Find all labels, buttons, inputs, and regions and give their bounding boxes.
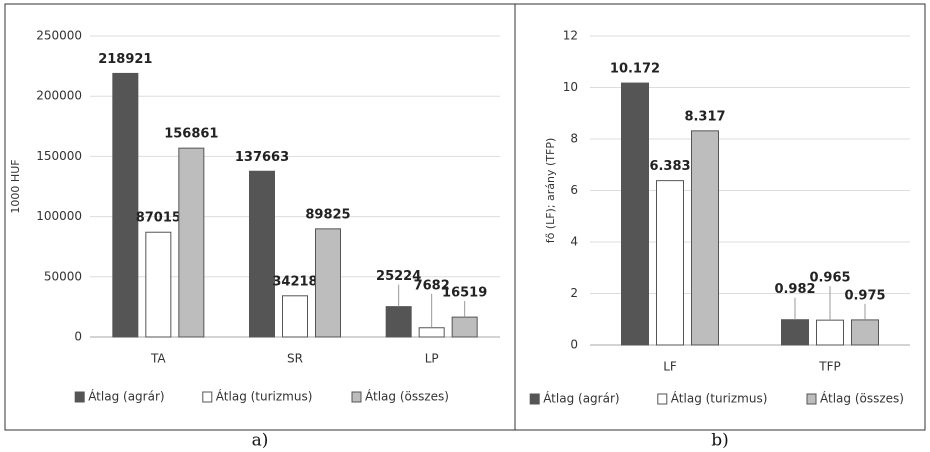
bar (851, 319, 879, 346)
legend-swatch (529, 393, 540, 405)
bar (621, 82, 649, 346)
bar (178, 147, 205, 338)
data-label: 34218 (272, 274, 317, 289)
legend-label: Átlag (agrár) (88, 389, 164, 404)
y-tick-label: 6 (570, 183, 578, 197)
legend-label: Átlag (összes) (820, 391, 904, 406)
data-label: 87015 (136, 211, 181, 226)
bar (249, 170, 275, 338)
bar (816, 319, 844, 346)
data-label: 89825 (305, 207, 350, 222)
data-label: 6.383 (649, 159, 690, 174)
bar (385, 306, 412, 338)
bar (418, 327, 445, 338)
y-tick-label: 8 (570, 132, 578, 146)
y-tick-label: 4 (570, 235, 578, 249)
data-label: 0.965 (809, 271, 850, 286)
bar (145, 231, 172, 338)
bar (691, 130, 719, 346)
legend-swatch (351, 391, 362, 403)
y-tick-label: 100000 (36, 209, 82, 223)
bar (315, 228, 341, 338)
data-label: 10.172 (610, 62, 660, 77)
legend-label: Átlag (turizmus) (671, 391, 768, 406)
bar (112, 72, 139, 338)
bar (451, 316, 478, 338)
bar (282, 295, 308, 338)
data-label: 0.982 (774, 282, 815, 297)
x-tick-label: LF (663, 360, 677, 374)
data-label: 0.975 (844, 288, 885, 303)
data-label: 156861 (164, 127, 218, 142)
bar (656, 180, 684, 346)
y-tick-label: 12 (563, 29, 578, 43)
data-label: 218921 (98, 52, 152, 67)
legend-swatch (74, 391, 85, 403)
legend-label: Átlag (agrár) (543, 391, 619, 406)
frame (4, 3, 926, 431)
y-tick-label: 0 (74, 330, 82, 344)
legend-swatch (202, 391, 213, 403)
y-axis-label: fő (LF); arány (TFP) (544, 138, 557, 244)
y-tick-label: 150000 (36, 149, 82, 163)
data-label: 7682 (414, 278, 450, 293)
caption: b) (711, 431, 729, 451)
y-axis-label: 1000 HUF (9, 159, 22, 213)
y-tick-label: 10 (563, 80, 578, 94)
data-label: 16519 (442, 286, 487, 301)
legend-swatch (657, 393, 668, 405)
caption: a) (252, 431, 269, 451)
y-tick-label: 2 (570, 286, 578, 300)
legend-label: Átlag (összes) (365, 389, 449, 404)
x-tick-label: SR (287, 352, 303, 366)
y-tick-label: 50000 (44, 269, 82, 283)
data-label: 137663 (235, 150, 289, 165)
legend-label: Átlag (turizmus) (216, 389, 313, 404)
bar (781, 319, 809, 346)
legend-swatch (806, 393, 817, 405)
y-tick-label: 250000 (36, 29, 82, 43)
y-tick-label: 0 (570, 338, 578, 352)
x-tick-label: TA (150, 352, 166, 366)
x-tick-label: TFP (818, 360, 840, 374)
y-tick-label: 200000 (36, 89, 82, 103)
data-label: 8.317 (684, 109, 725, 124)
data-label: 25224 (376, 269, 421, 284)
x-tick-label: LP (425, 352, 439, 366)
